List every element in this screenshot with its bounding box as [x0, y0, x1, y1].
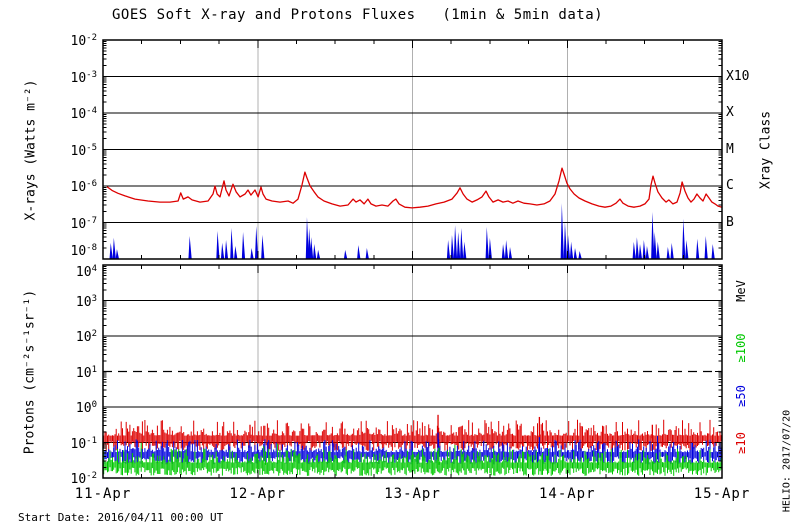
- x-tick-label: 14-Apr: [538, 486, 596, 502]
- goes-xray-short-0.5-4A-spike: [501, 244, 506, 259]
- proton-energy-label: ≥100: [734, 333, 748, 363]
- y-tick-label: 10-1: [70, 435, 98, 452]
- goes-xray-short-0.5-4A-spike: [460, 228, 464, 259]
- xray-class-axis-title: Xray Class: [758, 110, 774, 190]
- goes-xray-short-0.5-4A-spike: [234, 245, 238, 259]
- xray-axis-title: X-rays (Watts m⁻²): [23, 79, 39, 221]
- goes-xray-short-0.5-4A-spike: [109, 242, 113, 259]
- goes-xray-short-0.5-4A-spike: [685, 240, 689, 259]
- goes-xray-short-0.5-4A-spike: [653, 232, 657, 259]
- goes-xray-short-0.5-4A-spike: [563, 222, 567, 259]
- goes-xray-short-0.5-4A-spike: [450, 234, 454, 259]
- goes-xray-short-0.5-4A-spike: [456, 232, 461, 259]
- proton-energy-label: MeV: [734, 280, 748, 302]
- y-tick-label: 102: [75, 329, 97, 345]
- goes-xray-short-0.5-4A-spike: [488, 237, 492, 259]
- y-tick-label: 10-7: [70, 215, 98, 232]
- goes-xray-short-0.5-4A-spike: [250, 248, 254, 259]
- goes-xray-short-0.5-4A-spike: [670, 242, 674, 259]
- y-tick-label: 10-4: [70, 106, 98, 122]
- xray-class-label: C: [726, 178, 734, 193]
- goes-xray-short-0.5-4A-spike: [632, 241, 636, 259]
- x-tick-label: 15-Apr: [693, 486, 751, 502]
- xray-class-label: X10: [726, 68, 750, 84]
- goes-xray-short-0.5-4A-spike: [635, 237, 639, 259]
- goes-xray-short-0.5-4A-spike: [188, 236, 192, 259]
- goes-xray-short-0.5-4A-spike: [704, 236, 708, 259]
- goes-xray-short-0.5-4A-spike: [309, 237, 314, 259]
- y-tick-label: 101: [75, 364, 97, 381]
- goes-xray-short-0.5-4A-spike: [682, 218, 686, 259]
- goes-xray-short-0.5-4A-spike: [241, 232, 246, 259]
- helio-credit: HELIO: 2017/07/20: [781, 409, 793, 513]
- proton-energy-label: ≥10: [734, 432, 748, 454]
- xray-class-label: B: [726, 214, 734, 230]
- y-tick-label: 10-3: [70, 69, 98, 86]
- goes-xray-short-0.5-4A-spike: [307, 228, 312, 259]
- goes-xray-short-0.5-4A-spike: [216, 230, 220, 259]
- goes-xray-short-0.5-4A-spike: [656, 241, 660, 259]
- goes-xray-short-0.5-4A-spike: [316, 249, 321, 259]
- y-tick-label: 104: [75, 264, 97, 280]
- goes-xray-short-0.5-4A-spike: [343, 249, 348, 259]
- goes-xray-short-0.5-4A-spike: [446, 240, 451, 259]
- goes-xray-short-0.5-4A-spike: [357, 245, 361, 259]
- goes-xray-short-0.5-4A-spike: [305, 217, 309, 259]
- goes-xray-short-0.5-4A-spike: [261, 234, 265, 259]
- goes-xray-short-0.5-4A-spike: [651, 211, 655, 259]
- chart-title: GOES Soft X-ray and Protons Fluxes (1min…: [112, 7, 604, 23]
- goes-xray-short-0.5-4A-spike: [638, 244, 642, 259]
- goes-xray-short-0.5-4A-spike: [578, 251, 582, 259]
- goes-xray-short-0.5-4A-spike: [504, 240, 509, 259]
- goes-xray-short-0.5-4A-spike: [711, 244, 715, 259]
- goes-xray-short-0.5-4A-spike: [115, 249, 119, 259]
- goes-xray-short-0.5-4A-spike: [224, 240, 229, 259]
- x-tick-label: 13-Apr: [384, 486, 441, 502]
- xray-class-label: M: [726, 141, 734, 157]
- y-tick-label: 10-5: [70, 142, 98, 159]
- goes-xray-short-0.5-4A-spike: [569, 241, 574, 259]
- proton-energy-label: ≥50: [734, 385, 748, 407]
- goes-xray-short-0.5-4A-spike: [220, 242, 225, 259]
- y-tick-label: 100: [75, 400, 97, 416]
- goes-xray-short-0.5-4A-spike: [485, 226, 489, 259]
- x-tick-label: 11-Apr: [74, 486, 132, 502]
- goes-xray-short-0.5-4A-spike: [313, 244, 317, 259]
- goes-xray-short-0.5-4A-spike: [255, 226, 259, 259]
- goes-xray-short-0.5-4A-spike: [508, 247, 512, 259]
- goes-xray-short-0.5-4A-spike: [560, 203, 564, 259]
- goes-xray-short-0.5-4A-spike: [573, 248, 577, 259]
- goes-xray-short-0.5-4A-spike: [453, 225, 458, 259]
- y-tick-label: 103: [75, 293, 97, 310]
- y-tick-label: 10-2: [70, 33, 98, 49]
- start-date-label: Start Date: 2016/04/11 00:00 UT: [18, 511, 224, 524]
- y-tick-label: 10-6: [70, 179, 98, 195]
- goes-xray-short-0.5-4A-spike: [463, 241, 467, 259]
- proton-axis-title: Protons (cm⁻²s⁻¹sr⁻¹): [22, 289, 38, 455]
- goes-xray-short-0.5-4A-spike: [365, 248, 369, 259]
- goes-xray-short-0.5-4A-spike: [230, 228, 234, 259]
- goes-xray-short-0.5-4A-spike: [642, 240, 646, 259]
- y-tick-label: 10-8: [70, 243, 98, 259]
- y-tick-label: 10-2: [70, 471, 98, 487]
- goes-xray-short-0.5-4A-spike: [645, 245, 649, 259]
- xray-class-label: X: [726, 105, 734, 120]
- goes-xray-short-0.5-4A-spike: [112, 237, 116, 259]
- goes-xray-short-0.5-4A-spike: [666, 247, 670, 259]
- x-tick-label: 12-Apr: [229, 486, 287, 502]
- goes-xray-short-0.5-4A-spike: [696, 238, 700, 259]
- goes-xray-long-1-8A: [106, 167, 723, 209]
